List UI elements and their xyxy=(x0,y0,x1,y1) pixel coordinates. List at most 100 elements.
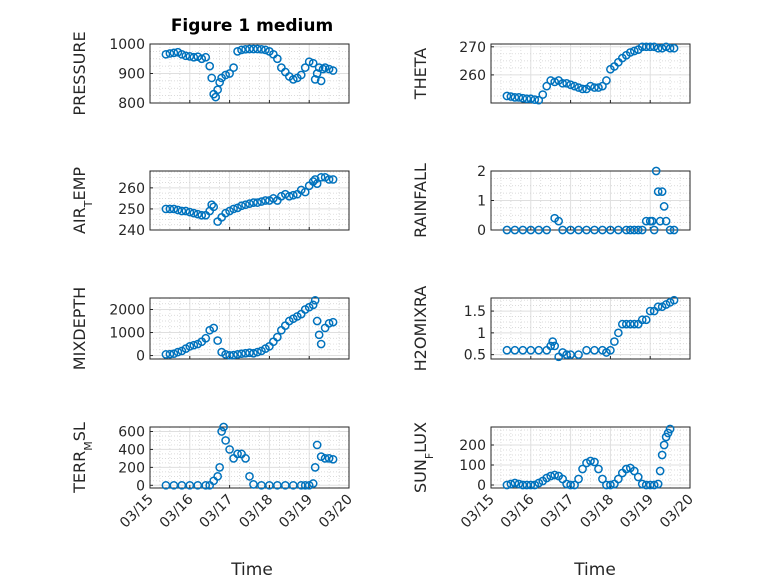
data-point xyxy=(550,341,560,351)
data-point xyxy=(245,44,254,54)
data-point xyxy=(510,478,520,488)
data-point xyxy=(169,48,179,58)
data-point xyxy=(324,318,334,328)
data-point xyxy=(518,480,528,490)
data-point xyxy=(522,94,532,104)
data-point xyxy=(237,201,246,211)
data-point xyxy=(288,75,298,84)
data-point xyxy=(261,196,270,205)
data-point xyxy=(649,225,659,235)
data-point xyxy=(280,480,290,490)
data-point xyxy=(249,480,258,489)
data-point xyxy=(233,350,242,359)
data-point xyxy=(217,427,226,436)
y-tick-label: 1 xyxy=(477,326,486,342)
data-point xyxy=(312,316,322,326)
data-point xyxy=(233,47,242,56)
data-point xyxy=(621,319,631,329)
data-point xyxy=(665,43,675,53)
y-tick-label: 800 xyxy=(118,96,145,112)
data-point xyxy=(328,175,338,184)
data-point xyxy=(653,479,663,489)
data-point xyxy=(308,58,318,68)
data-point xyxy=(598,474,607,484)
data-point xyxy=(645,42,655,52)
y-axis-label: H2OMIXRA xyxy=(411,286,430,372)
data-point xyxy=(324,64,334,74)
data-point xyxy=(606,345,615,355)
data-point xyxy=(225,445,234,454)
data-point xyxy=(308,300,318,310)
data-point xyxy=(324,454,334,463)
data-point xyxy=(185,480,195,490)
data-point xyxy=(659,440,669,450)
data-point xyxy=(590,457,599,467)
data-point xyxy=(629,466,639,476)
data-point xyxy=(173,205,183,215)
y-axis-label: RAINFALL xyxy=(411,163,430,238)
data-point xyxy=(161,204,171,214)
data-point xyxy=(518,93,528,103)
data-point xyxy=(213,336,223,345)
data-point xyxy=(562,479,571,489)
data-point xyxy=(165,204,175,214)
data-point xyxy=(185,207,195,217)
data-point xyxy=(574,225,583,235)
y-axis-label: THETA xyxy=(411,48,430,100)
data-point xyxy=(189,340,199,350)
data-point xyxy=(641,315,651,325)
y-tick-label: 260 xyxy=(459,68,486,84)
data-point xyxy=(193,480,203,490)
subplot-h2omixra: 0.5 1 1.5 H2OMIXRA xyxy=(411,286,691,372)
data-point xyxy=(558,225,567,235)
data-point xyxy=(249,348,258,358)
data-point xyxy=(328,66,338,75)
data-point xyxy=(265,480,274,490)
data-point xyxy=(316,339,326,349)
data-point xyxy=(296,70,306,80)
data-point xyxy=(645,480,655,490)
data-point xyxy=(590,345,599,355)
data-point xyxy=(193,209,203,219)
data-point xyxy=(665,424,675,434)
data-point xyxy=(586,456,595,466)
data-point xyxy=(566,480,575,490)
data-point xyxy=(655,466,665,476)
data-point xyxy=(261,45,270,55)
data-point xyxy=(614,474,623,484)
data-point xyxy=(621,464,631,474)
data-point xyxy=(314,330,324,340)
data-point xyxy=(169,480,179,490)
data-point xyxy=(570,81,579,91)
data-point xyxy=(320,63,330,72)
y-tick-label: 1000 xyxy=(109,37,145,53)
data-point xyxy=(177,480,187,490)
data-point xyxy=(665,225,675,235)
data-point xyxy=(594,83,603,92)
data-point xyxy=(590,225,599,235)
data-point xyxy=(578,464,587,474)
y-tick-label: 240 xyxy=(118,223,145,239)
data-point xyxy=(510,93,520,102)
data-point xyxy=(205,61,215,71)
data-point xyxy=(641,216,651,226)
data-point xyxy=(328,454,338,464)
data-point xyxy=(161,350,171,359)
data-point xyxy=(637,42,647,52)
data-point xyxy=(510,225,520,235)
data-point xyxy=(550,77,560,87)
y-tick-label: 270 xyxy=(459,40,486,56)
figure-title: Figure 1 medium xyxy=(171,16,333,36)
y-tick-label: 1.5 xyxy=(464,304,486,320)
data-point xyxy=(257,480,266,490)
data-point xyxy=(546,341,556,351)
data-point xyxy=(625,48,635,57)
data-point xyxy=(653,302,663,312)
data-point xyxy=(253,44,262,54)
data-point xyxy=(189,52,199,62)
y-tick-label: 1000 xyxy=(109,326,145,342)
data-point xyxy=(574,474,583,484)
data-point xyxy=(253,347,262,357)
y-tick-label: 0.5 xyxy=(464,348,486,364)
subplot-rainfall: 0 1 2 RAINFALL xyxy=(411,163,691,239)
